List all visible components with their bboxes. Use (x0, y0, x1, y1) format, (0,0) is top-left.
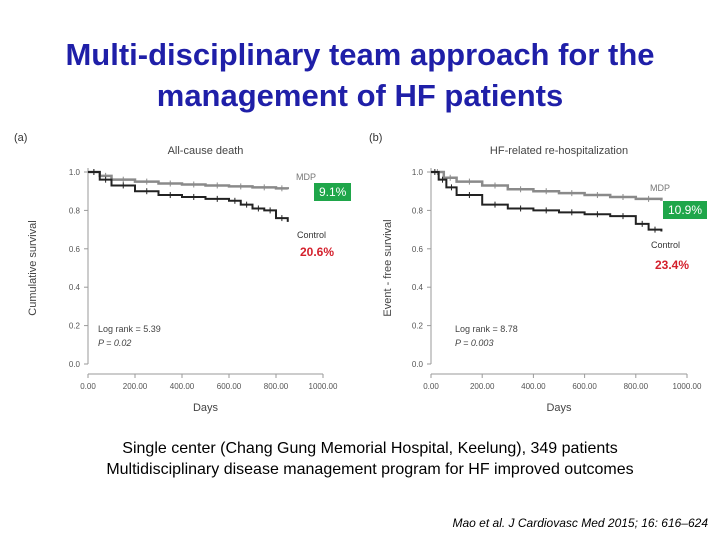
panel-label: (b) (369, 132, 382, 144)
x-tick-label: 1000.00 (673, 382, 702, 391)
series-line-mdp (431, 170, 663, 201)
series-label-mdp: MDP (296, 172, 316, 182)
x-tick-label: 400.00 (521, 382, 546, 391)
x-tick-label: 200.00 (470, 382, 495, 391)
y-tick-label: 1.0 (69, 168, 81, 177)
chart-title: HF-related re-hospitalization (490, 145, 628, 157)
series-line-control (431, 171, 663, 232)
log-rank-label: Log rank = 8.78 (455, 324, 518, 334)
citation: Mao et al. J Cardiovasc Med 2015; 16: 61… (452, 516, 709, 530)
x-tick-label: 400.00 (170, 382, 195, 391)
x-tick-label: 800.00 (624, 382, 649, 391)
title-line-2: management of HF patients (156, 78, 564, 113)
chart-a-control-percentage: 20.6% (300, 245, 335, 259)
y-tick-label: 0.4 (69, 283, 81, 292)
chart-b-mdp-percentage: 10.9% (663, 201, 708, 219)
y-tick-label: 0.6 (69, 245, 81, 254)
x-axis-label: Days (193, 402, 219, 414)
x-tick-label: 600.00 (217, 382, 242, 391)
y-tick-label: 0.0 (412, 360, 424, 369)
y-tick-label: 0.4 (412, 283, 424, 292)
y-tick-label: 0.6 (412, 245, 424, 254)
panel-label: (a) (14, 132, 27, 144)
y-tick-label: 1.0 (412, 168, 424, 177)
y-tick-label: 0.2 (412, 322, 424, 331)
series-line-control (88, 171, 289, 222)
log-rank-label: Log rank = 5.39 (98, 324, 161, 334)
x-axis-label: Days (546, 402, 572, 414)
hf-rehospitalization-chart: (b) HF-related re-hospitalization 0.0 0.2 0.… (369, 132, 702, 414)
y-tick-label: 0.8 (412, 206, 424, 215)
all-cause-death-chart: (a) All-cause death 0.0 0.2 0.4 0.6 0.8 1.0 0.00… (14, 132, 338, 414)
x-tick-label: 0.00 (80, 382, 96, 391)
x-tick-label: 800.00 (264, 382, 289, 391)
slide-caption: Single center (Chang Gung Memorial Hospi… (0, 438, 720, 480)
y-axis-label: Cumulative survival (27, 220, 39, 315)
series-line-mdp (88, 170, 289, 190)
x-tick-label: 1000.00 (309, 382, 338, 391)
p-value-label: P = 0.02 (98, 338, 131, 348)
series-label-control: Control (651, 240, 680, 250)
y-tick-label: 0.0 (69, 360, 81, 369)
series-label-mdp: MDP (650, 183, 670, 193)
slide-title: Multi-disciplinary team approach for the… (0, 34, 720, 116)
y-tick-label: 0.8 (69, 206, 81, 215)
x-tick-label: 200.00 (123, 382, 148, 391)
chart-title: All-cause death (168, 145, 244, 157)
y-tick-label: 0.2 (69, 322, 81, 331)
caption-line-1: Single center (Chang Gung Memorial Hospi… (122, 440, 618, 457)
x-tick-label: 0.00 (423, 382, 439, 391)
title-line-1: Multi-disciplinary team approach for the (65, 37, 655, 72)
p-value-label: P = 0.003 (455, 338, 493, 348)
y-axis-label: Event - free survival (382, 219, 394, 316)
chart-b-control-percentage: 23.4% (655, 258, 690, 272)
series-label-control: Control (297, 230, 326, 240)
x-tick-label: 600.00 (572, 382, 597, 391)
chart-a-mdp-percentage: 9.1% (314, 183, 352, 201)
caption-line-2: Multidisciplinary disease management pro… (106, 461, 634, 478)
